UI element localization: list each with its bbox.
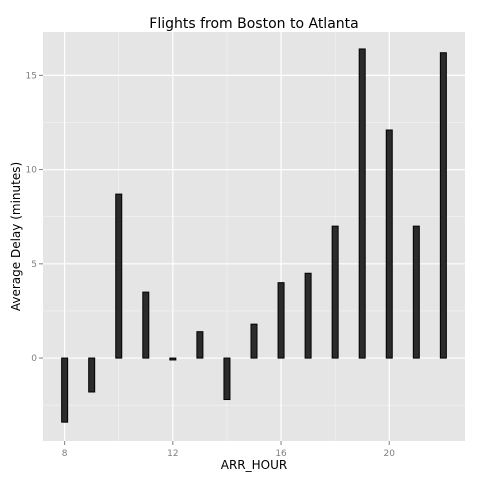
y-tick-label: 0 [31, 354, 37, 364]
y-tick-label: 5 [31, 260, 37, 270]
bar [385, 129, 393, 359]
y-tick-label: 10 [26, 166, 38, 176]
bar [61, 357, 69, 423]
bar [250, 323, 258, 359]
x-tick-label: 16 [275, 449, 287, 459]
bar [196, 331, 204, 359]
x-tick-label: 8 [62, 449, 68, 459]
plot-panel [43, 32, 465, 441]
chart-title: Flights from Boston to Atlanta [149, 16, 358, 32]
bar [412, 225, 420, 359]
bar [304, 272, 312, 359]
bar [223, 357, 231, 401]
bar [277, 282, 285, 359]
bar [88, 357, 96, 393]
y-tick-label: 15 [26, 71, 37, 81]
bar [358, 48, 366, 359]
x-tick-label: 20 [384, 449, 396, 459]
bar [439, 52, 447, 359]
bar [115, 193, 123, 359]
x-axis-title: ARR_HOUR [221, 458, 287, 472]
x-axis-ticks: 8 12 16 20 [62, 441, 395, 459]
bar-layer [61, 48, 447, 423]
y-axis-title: Average Delay (minutes) [9, 162, 23, 311]
bar [142, 291, 150, 359]
grid-layer [43, 32, 465, 441]
bar [169, 357, 177, 361]
bar [331, 225, 339, 359]
x-tick-label: 12 [167, 449, 178, 459]
y-axis-ticks: 0 5 10 15 [26, 71, 43, 364]
